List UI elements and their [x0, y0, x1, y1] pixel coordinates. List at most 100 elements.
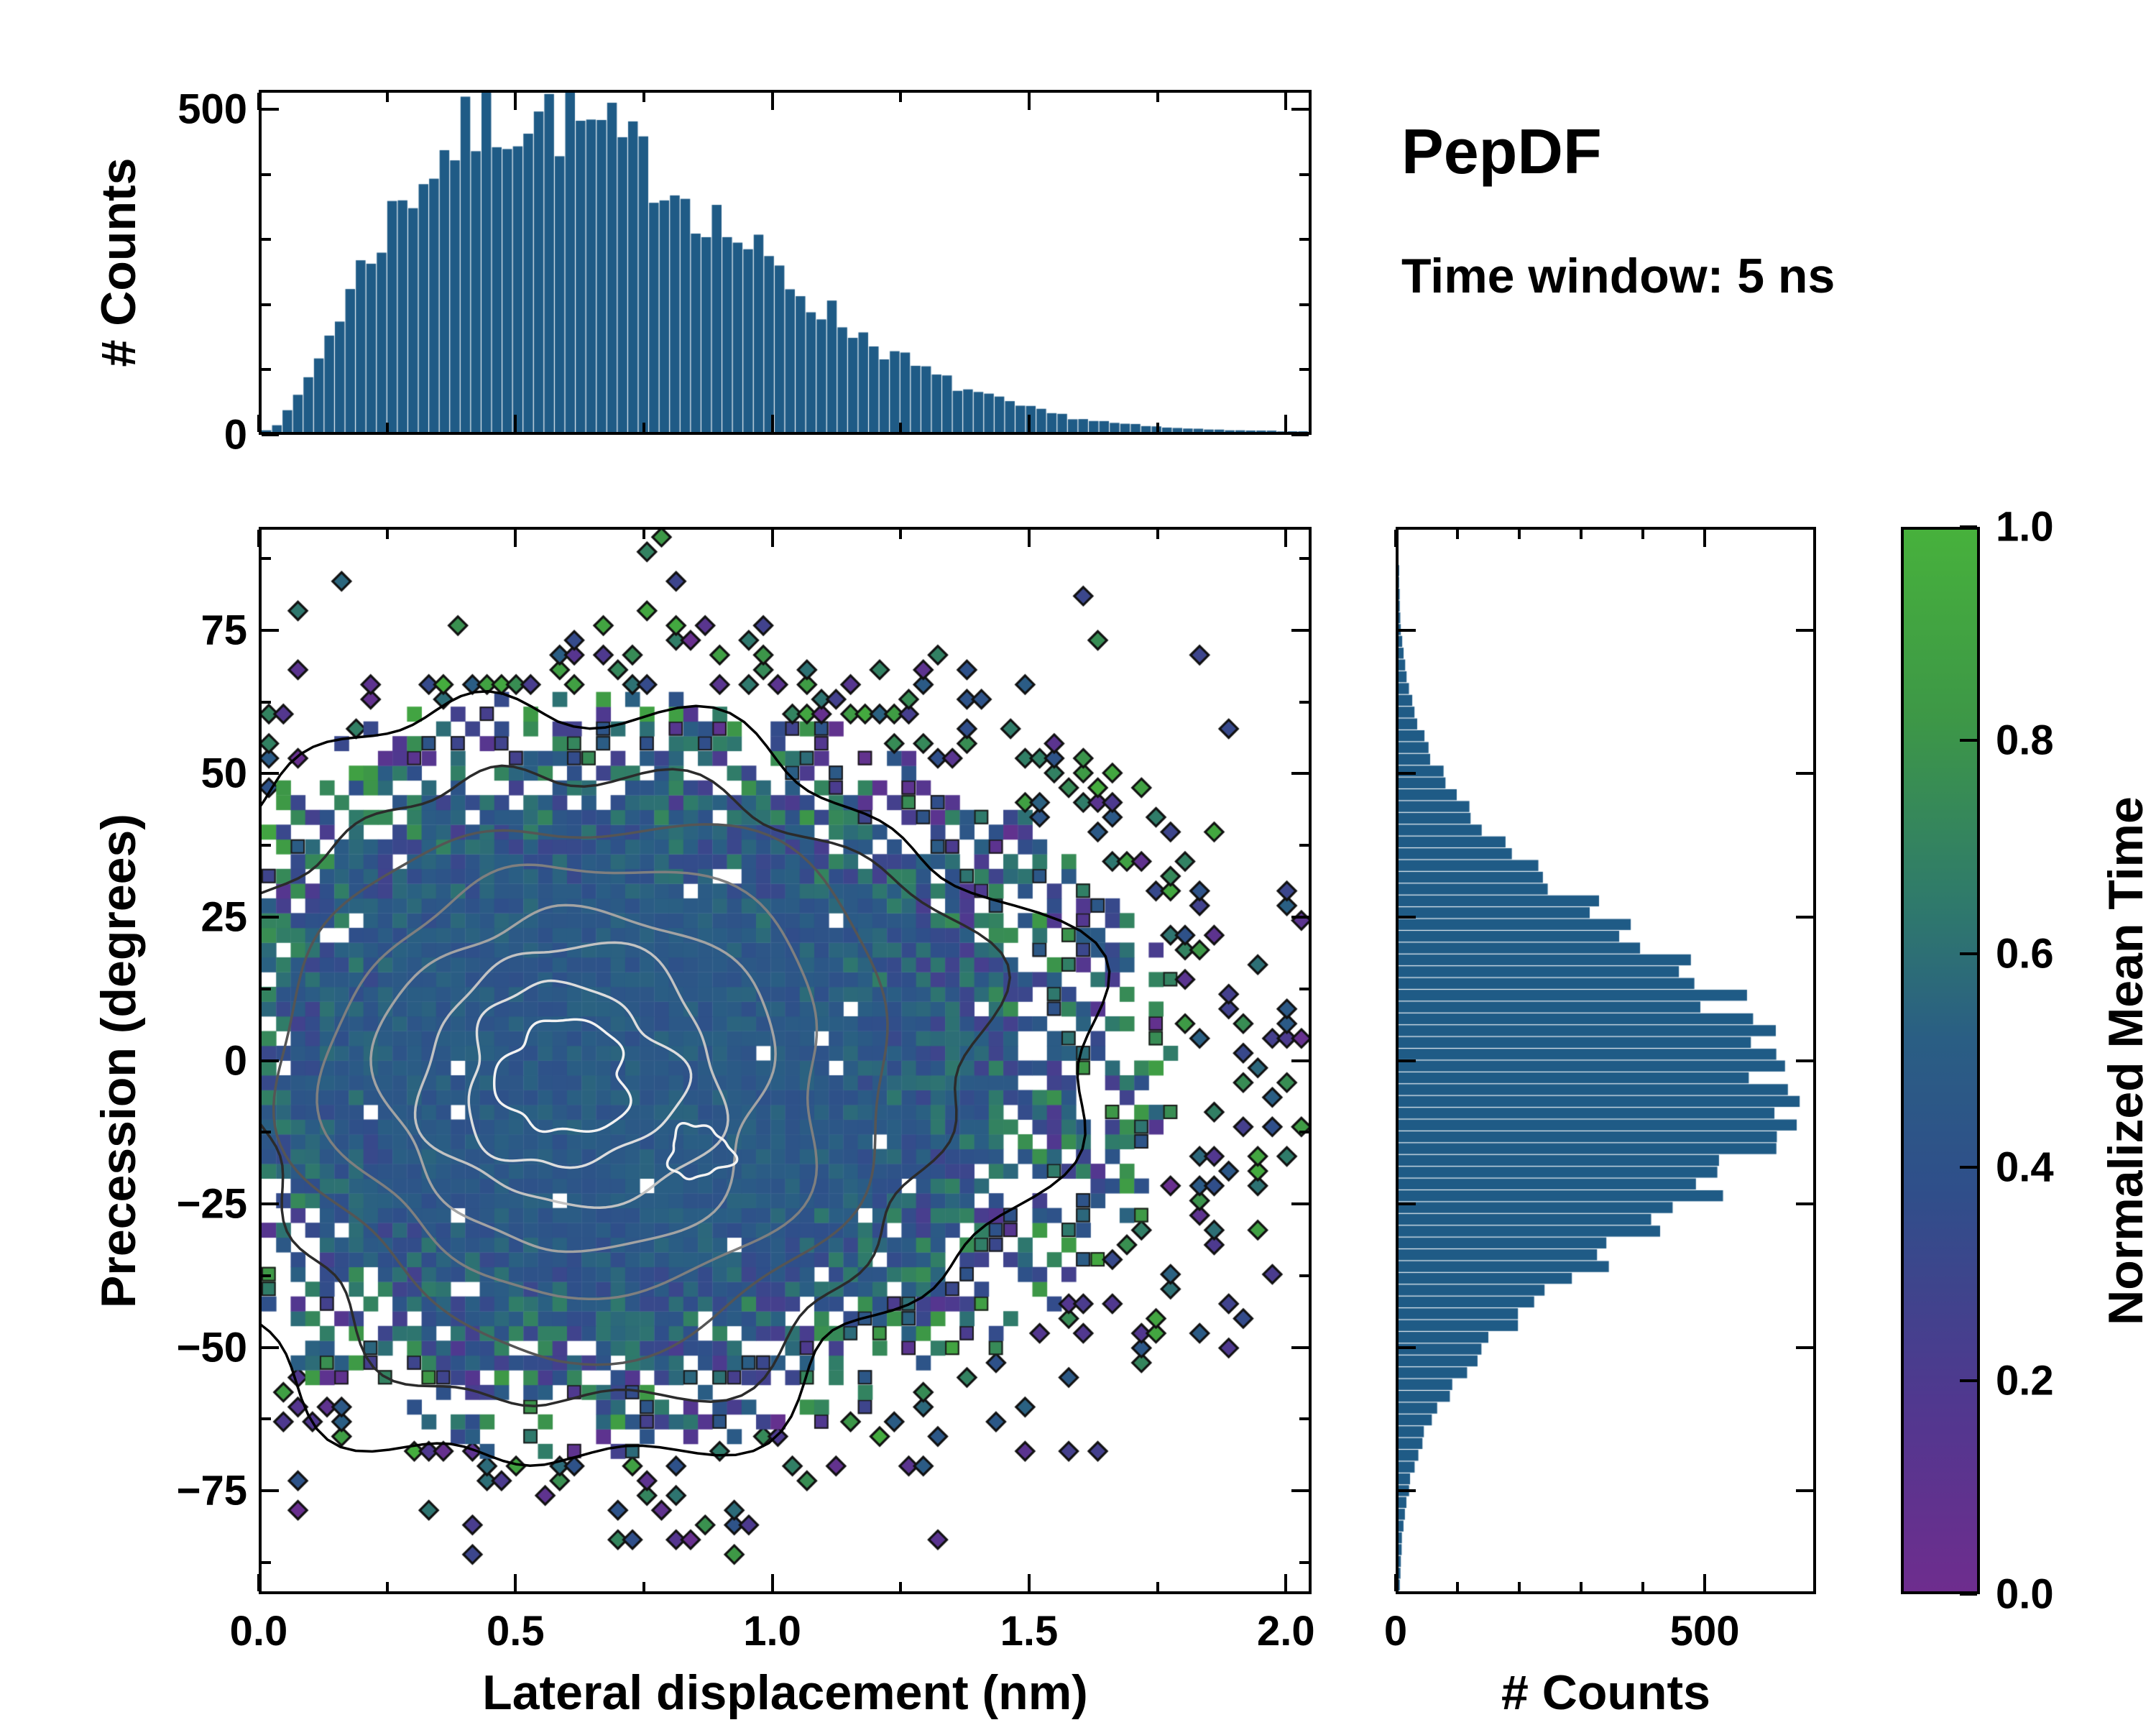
- contour-line: [315, 863, 819, 1301]
- tick-mark: [1796, 1202, 1813, 1206]
- contour-line: [492, 1018, 632, 1133]
- main-y-tick-label: −50: [176, 1324, 247, 1371]
- colorbar-tick-label: 0.6: [1996, 930, 2054, 978]
- tick-mark: [262, 1489, 279, 1493]
- top-y-tick-label: 500: [178, 86, 247, 133]
- tick-mark: [1960, 1593, 1977, 1596]
- tick-mark: [1960, 525, 1977, 528]
- tick-mark: [262, 108, 279, 111]
- tick-mark: [1299, 700, 1309, 704]
- tick-mark: [1960, 1166, 1977, 1169]
- tick-mark: [1399, 1489, 1416, 1493]
- tick-mark: [1027, 415, 1031, 432]
- tick-mark: [262, 1202, 279, 1206]
- tick-mark: [262, 1274, 271, 1277]
- tick-mark: [1456, 530, 1460, 539]
- tick-mark: [1399, 628, 1416, 632]
- tick-mark: [1518, 530, 1521, 539]
- tick-mark: [262, 987, 271, 990]
- tick-mark: [1456, 1582, 1460, 1591]
- main-x-tick-label: 0.5: [486, 1608, 545, 1655]
- tick-mark: [899, 1582, 903, 1591]
- main-ylabel: Precession (degrees): [91, 813, 146, 1308]
- tick-mark: [262, 238, 271, 242]
- contour-line: [272, 823, 889, 1366]
- tick-mark: [262, 1417, 271, 1421]
- tick-mark: [1299, 1131, 1309, 1134]
- tick-mark: [899, 530, 903, 539]
- tick-mark: [1796, 1346, 1813, 1349]
- main-x-tick-label: 1.5: [1000, 1608, 1059, 1655]
- tick-mark: [1399, 772, 1416, 776]
- tick-mark: [1960, 739, 1977, 742]
- contour-overlay: [262, 690, 1111, 1467]
- tick-mark: [1291, 1202, 1309, 1206]
- tick-mark: [385, 1582, 389, 1591]
- tick-mark: [1156, 530, 1159, 539]
- contour-line: [369, 903, 777, 1254]
- tick-mark: [1399, 915, 1416, 919]
- tick-mark: [1518, 1582, 1521, 1591]
- figure-title: PepDF: [1401, 116, 1602, 187]
- tick-mark: [1796, 1059, 1813, 1062]
- tick-mark: [262, 368, 271, 372]
- tick-mark: [262, 844, 271, 847]
- tick-mark: [1284, 1574, 1288, 1591]
- tick-mark: [262, 556, 271, 560]
- tick-mark: [385, 93, 389, 102]
- right-histogram-canvas: [1399, 530, 1813, 1591]
- tick-mark: [262, 1346, 279, 1349]
- tick-mark: [1394, 530, 1397, 547]
- colorbar-tick-label: 0.0: [1996, 1570, 2054, 1618]
- tick-mark: [262, 1561, 271, 1565]
- tick-mark: [257, 415, 260, 432]
- main-y-tick-label: −25: [176, 1180, 247, 1228]
- tick-mark: [385, 423, 389, 432]
- tick-mark: [514, 530, 517, 547]
- tick-mark: [1291, 915, 1309, 919]
- tick-mark: [1156, 1582, 1159, 1591]
- joint-heatmap-panel: [259, 527, 1312, 1594]
- tick-mark: [899, 93, 903, 102]
- top-histogram-panel: [259, 90, 1312, 435]
- tick-mark: [262, 303, 271, 306]
- right-x-tick-label: 0: [1383, 1608, 1408, 1655]
- tick-mark: [1291, 628, 1309, 632]
- contour-line: [665, 1121, 739, 1181]
- tick-mark: [1703, 530, 1707, 547]
- tick-mark: [1299, 1417, 1309, 1421]
- tick-mark: [1703, 1574, 1707, 1591]
- tick-mark: [1156, 423, 1159, 432]
- tick-mark: [1796, 915, 1813, 919]
- colorbar-label: Normalized Mean Time: [2099, 796, 2153, 1325]
- tick-mark: [1291, 108, 1309, 111]
- tick-mark: [1960, 952, 1977, 955]
- figure-subtitle: Time window: 5 ns: [1401, 249, 1835, 303]
- tick-mark: [1291, 1346, 1309, 1349]
- tick-mark: [1580, 1582, 1583, 1591]
- tick-mark: [1291, 433, 1309, 436]
- contour-line: [262, 690, 1111, 1467]
- top-histogram-canvas: [262, 93, 1309, 432]
- tick-mark: [642, 423, 645, 432]
- tick-mark: [1796, 1489, 1813, 1493]
- tick-mark: [1291, 1059, 1309, 1062]
- tick-mark: [1641, 530, 1645, 539]
- tick-mark: [257, 1574, 260, 1591]
- colorbar-tick-label: 0.8: [1996, 717, 2054, 764]
- main-y-tick-label: 25: [201, 893, 247, 941]
- main-xlabel: Lateral displacement (nm): [482, 1665, 1088, 1720]
- tick-mark: [262, 628, 279, 632]
- tick-mark: [257, 530, 260, 547]
- tick-mark: [257, 93, 260, 110]
- tick-mark: [262, 1059, 279, 1062]
- colorbar-tick-label: 1.0: [1996, 503, 2054, 551]
- main-y-tick-label: 75: [201, 607, 247, 654]
- tick-mark: [899, 423, 903, 432]
- tick-mark: [770, 530, 774, 547]
- tick-mark: [1399, 1346, 1416, 1349]
- tick-mark: [514, 1574, 517, 1591]
- main-x-tick-label: 2.0: [1256, 1608, 1315, 1655]
- tick-mark: [1284, 530, 1288, 547]
- heatmap-canvas: [262, 530, 1309, 1591]
